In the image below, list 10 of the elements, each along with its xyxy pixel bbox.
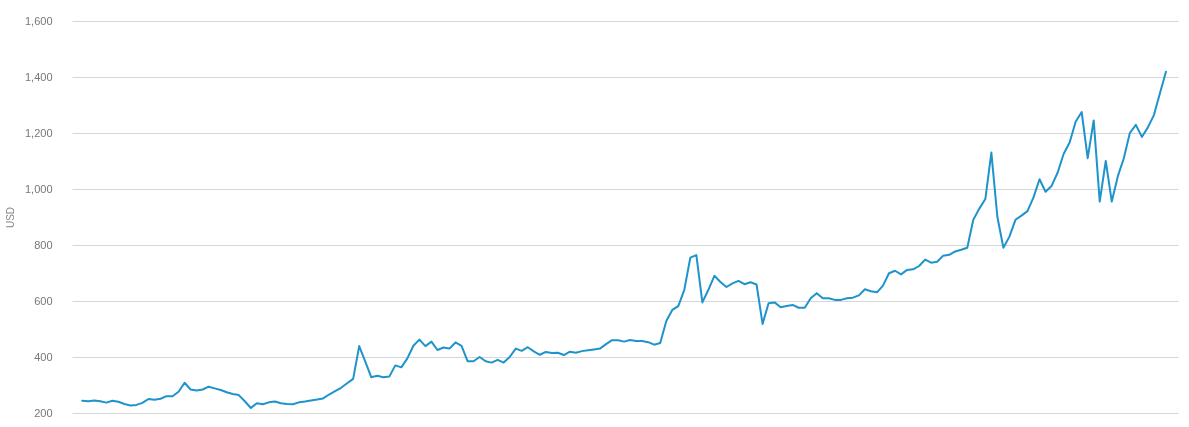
y-tick-label: 200 xyxy=(34,406,53,419)
y-tick-label: 1,600 xyxy=(24,14,53,27)
y-tick-label: 1,000 xyxy=(24,182,53,195)
y-tick-label: 600 xyxy=(34,294,53,307)
y-tick-label: 400 xyxy=(34,350,53,363)
y-axis-title: USD xyxy=(4,206,16,229)
y-tick-label: 1,200 xyxy=(24,126,53,139)
line-series xyxy=(81,70,1167,409)
y-tick-label: 800 xyxy=(34,238,53,251)
y-tick-label: 1,400 xyxy=(24,70,53,83)
